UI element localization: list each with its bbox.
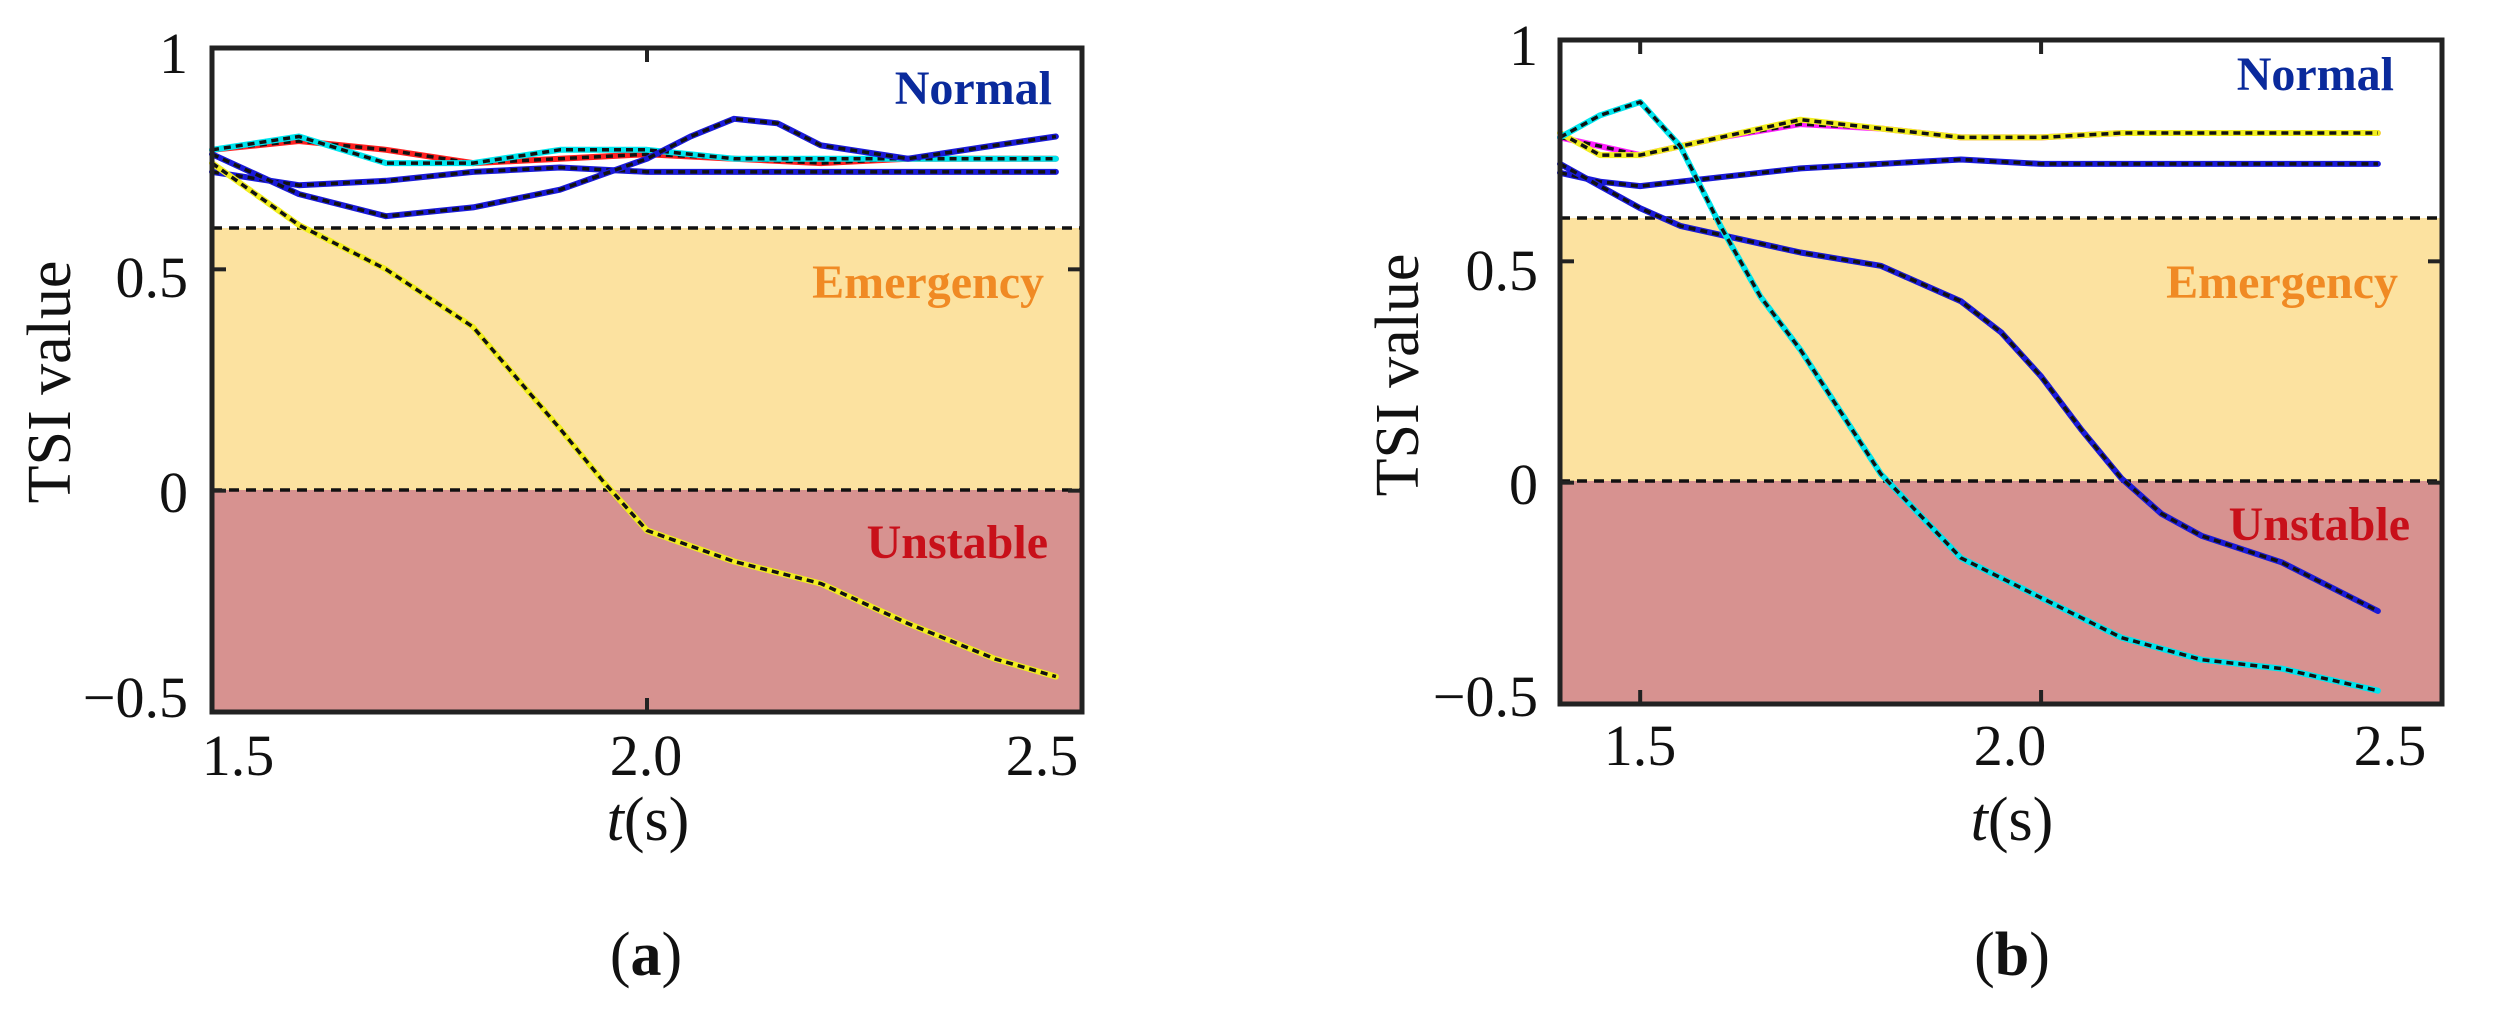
zone-label-emergency: Emergency: [812, 256, 1044, 309]
panel-caption: (a): [610, 921, 682, 989]
zone-label-normal: Normal: [2237, 48, 2394, 101]
series-dash-1: [211, 139, 1056, 165]
ytick-label-2: 0.5: [116, 245, 189, 310]
series-dash-2: [1559, 117, 2378, 157]
series-dash-2: [211, 134, 1056, 165]
y-axis-label: TSI value: [16, 261, 84, 504]
x-axis-label: t(s): [607, 786, 690, 854]
series-group: [1557, 99, 2381, 694]
zone-label-normal: Normal: [895, 62, 1052, 115]
zone-normal-band: [1560, 40, 2442, 218]
y-axis-label: TSI value: [1364, 254, 1432, 497]
xtick-label-2: 2.0: [1974, 713, 2047, 778]
ytick-label-1: 1: [1509, 13, 1538, 78]
series-dash-3: [211, 165, 1056, 187]
zone-emergency-band: [212, 228, 1082, 490]
zone-normal-band: [212, 48, 1082, 228]
zone-label-emergency: Emergency: [2166, 256, 2398, 309]
ytick-label-3: 0: [1509, 452, 1538, 517]
ytick-label-4: −0.5: [1433, 664, 1538, 729]
tick-group: [210, 46, 1084, 714]
series-dash-4: [211, 117, 1057, 218]
xtick-label-3: 2.5: [1006, 723, 1079, 788]
xtick-label-1: 1.5: [1604, 713, 1677, 778]
xtick-label-2: 2.0: [610, 723, 683, 788]
zone-label-unstable: Unstable: [2229, 498, 2410, 551]
zone-emergency-band: [1560, 218, 2442, 481]
series-dash-5: [210, 161, 1057, 679]
series-dash-5: [1559, 100, 2379, 693]
series-group: [209, 115, 1059, 680]
tick-group: [1560, 38, 2444, 706]
ytick-label-1: 1: [159, 21, 188, 86]
series-dash-3: [1559, 157, 2378, 188]
ytick-label-3: 0: [159, 460, 188, 525]
zone-label-unstable: Unstable: [867, 516, 1048, 569]
xtick-label-1: 1.5: [202, 723, 275, 788]
zone-unstable-band: [1560, 481, 2442, 704]
series-dash-4: [1559, 162, 2379, 613]
x-axis-label: t(s): [1971, 786, 2054, 854]
panel-b: 1 0.5 0 −0.5 1.5 2.0 2.5 t(s) TSI value …: [1364, 13, 2445, 989]
xtick-label-3: 2.5: [2354, 713, 2427, 778]
ytick-label-2: 0.5: [1466, 238, 1539, 303]
panel-a: 1 0.5 0 −0.5 1.5 2.0 2.5 t(s) TSI value …: [16, 21, 1085, 989]
ytick-label-4: −0.5: [83, 665, 188, 730]
panel-caption: (b): [1974, 921, 2050, 989]
plot-frame: [1557, 37, 2445, 707]
